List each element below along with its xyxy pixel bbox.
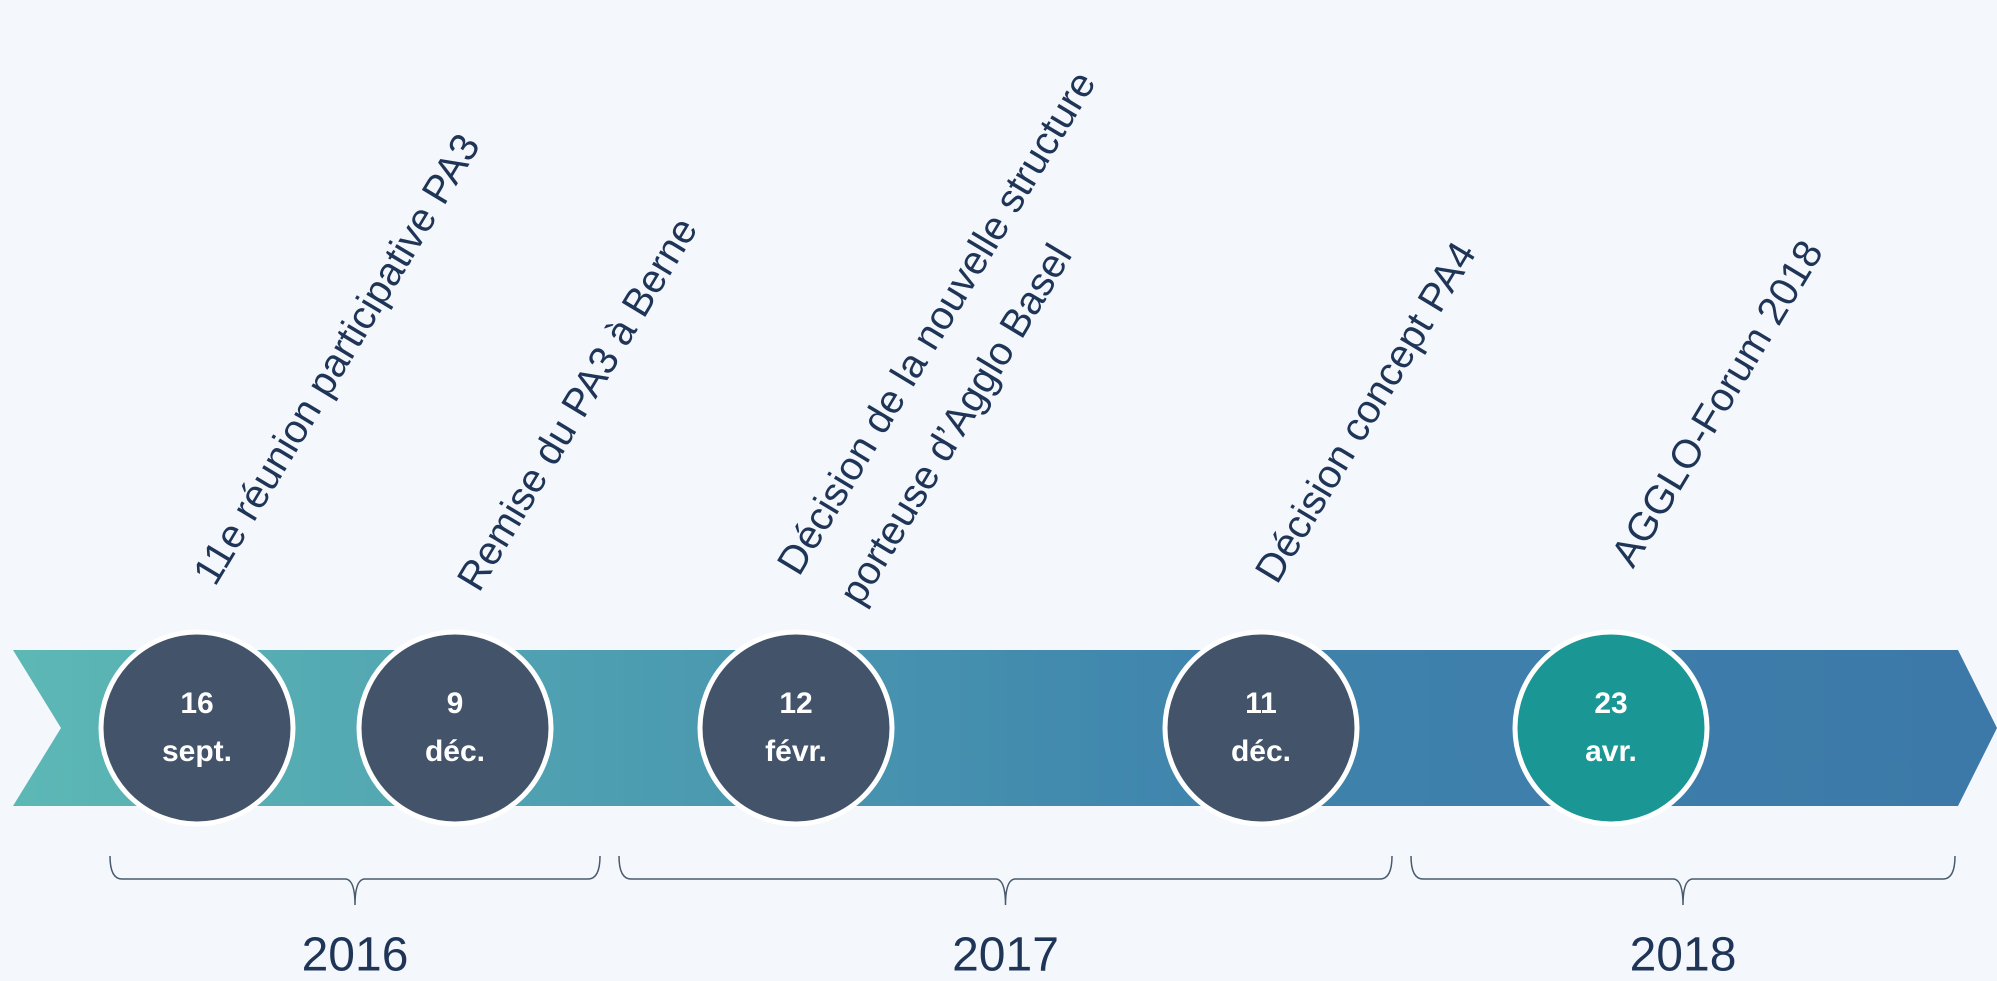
- year-bracket: [109, 855, 601, 906]
- event-day: 12: [779, 687, 812, 720]
- event-marker: [1512, 629, 1710, 827]
- year-label: 2018: [1630, 929, 1737, 981]
- event-marker: [98, 629, 296, 827]
- year-label: 2017: [952, 929, 1059, 981]
- year-label: 2016: [302, 929, 409, 981]
- event-day: 11: [1245, 687, 1277, 720]
- event-month: déc.: [425, 735, 485, 768]
- year-bracket: [618, 855, 1393, 906]
- event-marker: [356, 629, 554, 827]
- event-day: 9: [447, 687, 464, 720]
- event-day: 23: [1594, 687, 1627, 720]
- event-month: sept.: [162, 735, 232, 768]
- event-month: déc.: [1231, 735, 1291, 768]
- year-bracket: [1410, 855, 1956, 906]
- event-month: févr.: [765, 735, 827, 768]
- event-day: 16: [180, 687, 213, 720]
- event-marker: [697, 629, 895, 827]
- event-marker: [1162, 629, 1360, 827]
- event-month: avr.: [1585, 735, 1637, 768]
